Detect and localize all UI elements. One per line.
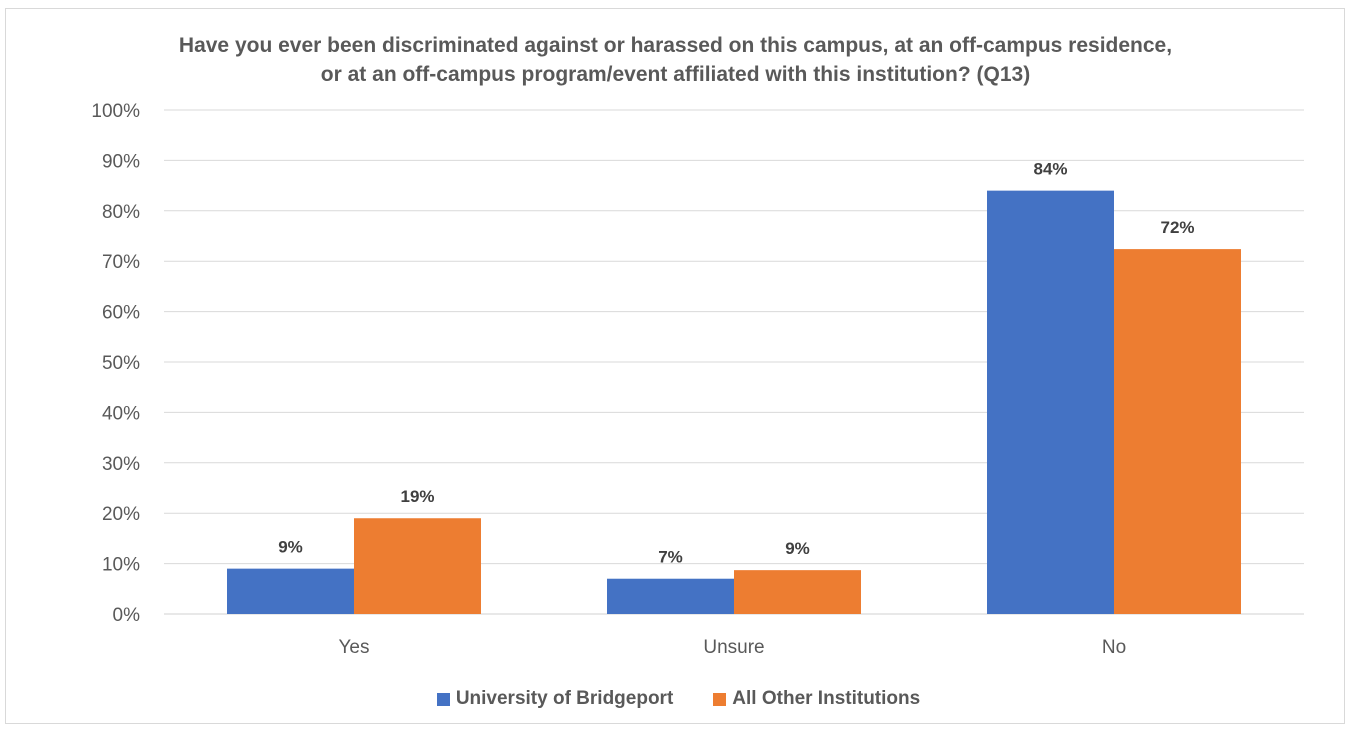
legend: University of Bridgeport All Other Insti… [0,688,1351,710]
y-tick-label: 90% [102,151,140,172]
y-tick-label: 30% [102,454,140,475]
bar-all-other-institutions-unsure [734,570,861,614]
legend-item-all-other-institutions: All Other Institutions [713,688,920,710]
data-label: 9% [785,539,810,558]
legend-swatch-university-of-bridgeport [436,692,450,706]
bar-university-of-bridgeport-no [987,190,1114,614]
y-tick-label: 100% [91,101,140,122]
y-tick-label: 60% [102,303,140,324]
chart-title: Have you ever been discriminated against… [0,31,1351,89]
x-tick-label: Unsure [703,637,764,658]
y-tick-label: 40% [102,403,140,424]
chart-title-line-2: or at an off-campus program/event affili… [320,63,1031,86]
data-label: 9% [278,538,303,557]
legend-swatch-all-other-institutions [713,692,727,706]
bar-all-other-institutions-yes [354,518,481,614]
y-tick-label: 80% [102,202,140,223]
data-label: 19% [400,487,434,506]
bar-all-other-institutions-no [1114,249,1241,614]
data-label: 84% [1033,160,1067,179]
y-tick-label: 50% [102,353,140,374]
chart-title-line-1: Have you ever been discriminated against… [178,34,1173,57]
legend-label-all-other-institutions: All Other Institutions [732,688,921,709]
data-label: 72% [1160,218,1194,237]
legend-label-university-of-bridgeport: University of Bridgeport [455,688,674,709]
data-label: 7% [658,548,683,567]
y-tick-label: 70% [102,252,140,273]
legend-item-university-of-bridgeport: University of Bridgeport [436,688,674,710]
y-tick-label: 10% [102,555,140,576]
x-tick-label: No [1102,637,1126,658]
x-tick-label: Yes [339,637,370,658]
bar-university-of-bridgeport-yes [227,568,354,614]
y-tick-label: 0% [113,605,141,626]
y-tick-label: 20% [102,504,140,525]
bar-university-of-bridgeport-unsure [607,578,734,614]
